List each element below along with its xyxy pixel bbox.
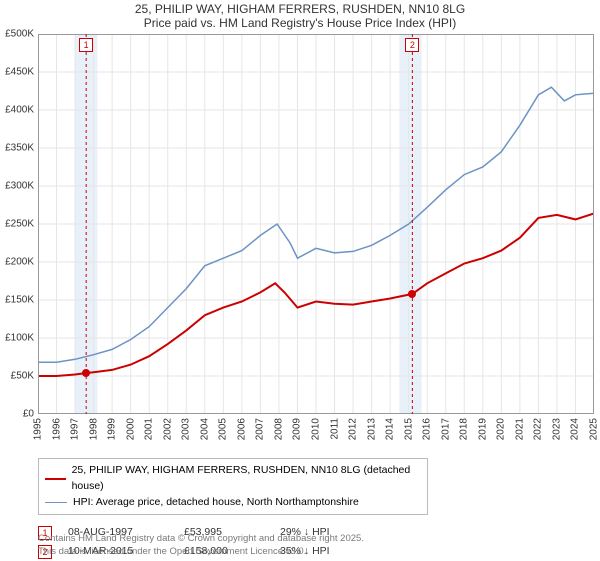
legend-box: 25, PHILIP WAY, HIGHAM FERRERS, RUSHDEN,… [38, 458, 428, 515]
attribution-line-2: This data is licensed under the Open Gov… [38, 546, 364, 558]
x-tick-label: 2010 [311, 418, 322, 440]
chart-container: 25, PHILIP WAY, HIGHAM FERRERS, RUSHDEN,… [0, 0, 600, 560]
y-tick-label: £250K [5, 219, 34, 230]
x-tick-label: 1996 [51, 418, 62, 440]
legend-row-hpi: HPI: Average price, detached house, Nort… [45, 495, 421, 511]
plot-area: 12 [38, 34, 594, 414]
x-tick-label: 2014 [385, 418, 396, 440]
y-tick-label: £300K [5, 181, 34, 192]
y-tick-label: £400K [5, 105, 34, 116]
x-tick-label: 2017 [440, 418, 451, 440]
y-tick-label: £150K [5, 295, 34, 306]
x-tick-label: 2025 [589, 418, 600, 440]
x-tick-label: 1995 [33, 418, 44, 440]
x-tick-label: 2023 [551, 418, 562, 440]
y-tick-label: £450K [5, 67, 34, 78]
legend-label-hpi: HPI: Average price, detached house, Nort… [73, 495, 359, 511]
title-subtitle: Price paid vs. HM Land Registry's House … [0, 16, 600, 30]
legend-swatch-price-paid [45, 478, 66, 480]
sale-flag-1: 1 [79, 38, 93, 52]
x-tick-label: 2016 [422, 418, 433, 440]
y-tick-label: £200K [5, 257, 34, 268]
x-tick-label: 2018 [459, 418, 470, 440]
x-tick-label: 2024 [570, 418, 581, 440]
x-tick-label: 2002 [162, 418, 173, 440]
x-tick-label: 2003 [181, 418, 192, 440]
x-tick-label: 2006 [236, 418, 247, 440]
plot-svg [38, 34, 594, 414]
y-tick-label: £100K [5, 333, 34, 344]
x-tick-label: 2022 [533, 418, 544, 440]
sale-point-1 [82, 369, 90, 377]
x-tick-label: 1999 [107, 418, 118, 440]
x-tick-label: 2007 [255, 418, 266, 440]
x-tick-label: 2005 [218, 418, 229, 440]
sale-flag-2: 2 [405, 38, 419, 52]
y-tick-label: £500K [5, 29, 34, 40]
x-tick-label: 2013 [366, 418, 377, 440]
y-axis-labels: £0£50K£100K£150K£200K£250K£300K£350K£400… [0, 34, 36, 414]
x-tick-label: 2004 [199, 418, 210, 440]
attribution-line-1: Contains HM Land Registry data © Crown c… [38, 533, 364, 545]
title-address: 25, PHILIP WAY, HIGHAM FERRERS, RUSHDEN,… [0, 2, 600, 16]
x-tick-label: 1998 [88, 418, 99, 440]
x-tick-label: 2001 [144, 418, 155, 440]
x-tick-label: 2020 [496, 418, 507, 440]
chart-titles: 25, PHILIP WAY, HIGHAM FERRERS, RUSHDEN,… [0, 0, 600, 30]
x-tick-label: 2021 [514, 418, 525, 440]
x-tick-label: 2015 [403, 418, 414, 440]
sale-point-2 [408, 290, 416, 298]
x-tick-label: 1997 [70, 418, 81, 440]
y-tick-label: £350K [5, 143, 34, 154]
x-tick-label: 2011 [329, 418, 340, 440]
x-tick-label: 2009 [292, 418, 303, 440]
x-axis-labels: 1995199619971998199920002001200220032004… [38, 414, 594, 458]
legend-row-price-paid: 25, PHILIP WAY, HIGHAM FERRERS, RUSHDEN,… [45, 463, 421, 495]
legend-label-price-paid: 25, PHILIP WAY, HIGHAM FERRERS, RUSHDEN,… [72, 463, 421, 495]
y-tick-label: £50K [11, 371, 34, 382]
x-tick-label: 2019 [477, 418, 488, 440]
x-tick-label: 2012 [348, 418, 359, 440]
x-tick-label: 2000 [125, 418, 136, 440]
legend-swatch-hpi [45, 502, 67, 503]
attribution: Contains HM Land Registry data © Crown c… [38, 533, 364, 558]
x-tick-label: 2008 [273, 418, 284, 440]
